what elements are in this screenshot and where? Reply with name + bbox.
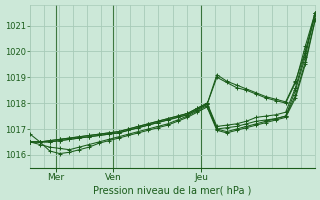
X-axis label: Pression niveau de la mer( hPa ): Pression niveau de la mer( hPa ) <box>93 185 252 195</box>
